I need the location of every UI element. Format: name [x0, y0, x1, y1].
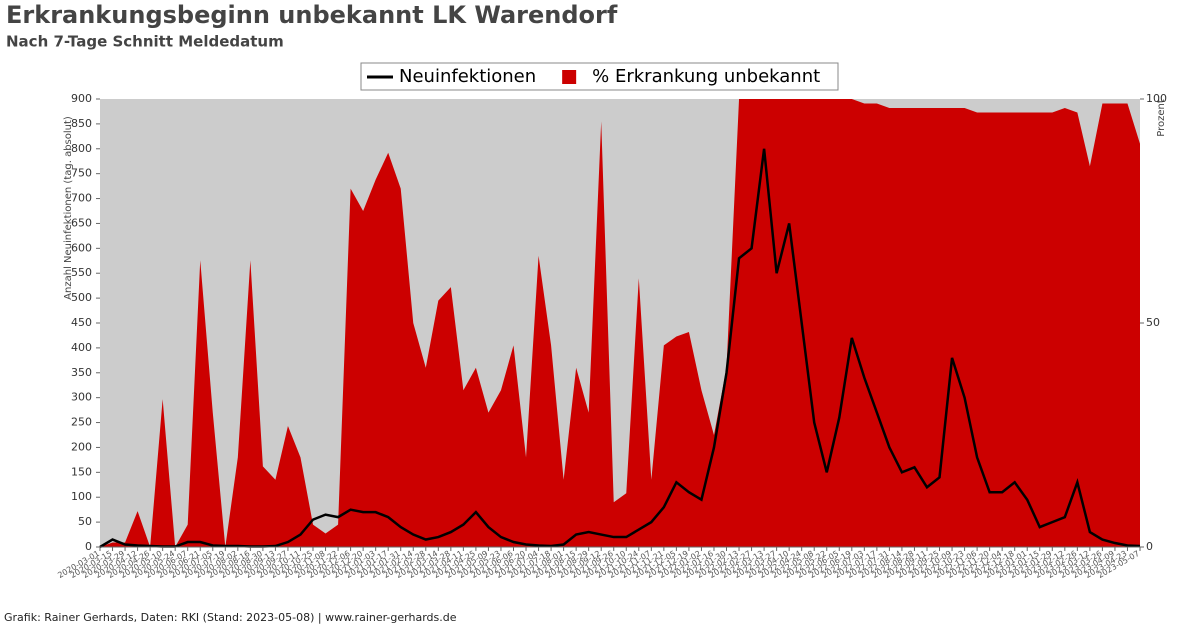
line — [99, 148, 1141, 549]
chart-title: Erkrankungsbeginn unbekannt LK Warendorf — [6, 1, 618, 29]
legend-box — [360, 62, 839, 91]
y-tick-label: 0 — [85, 540, 92, 553]
y-tick-label: 750 — [71, 167, 92, 180]
area — [100, 99, 1140, 547]
y-tick-label: 600 — [71, 241, 92, 254]
legend-swatch — [562, 70, 577, 84]
y-tick-label: 450 — [71, 316, 92, 329]
y-tick-label: 400 — [71, 341, 92, 354]
y-axis-label: Anzahl Neuinfektionen (tag. absolut) — [63, 116, 74, 300]
y-tick-label: 50 — [78, 515, 92, 528]
legend-label: Neuinfektionen — [399, 66, 536, 87]
y-tick-label: 100 — [71, 490, 92, 503]
y-tick-label: 850 — [71, 117, 92, 130]
y2-tick-label: 50 — [1146, 316, 1160, 329]
y-tick-label: 800 — [71, 142, 92, 155]
y-tick-label: 700 — [71, 192, 92, 205]
y-tick-label: 150 — [71, 465, 92, 478]
y-tick-label: 250 — [71, 416, 92, 429]
y2-tick-label: 100 — [1146, 92, 1167, 105]
y2-tick-label: 0 — [1146, 540, 1153, 553]
chart-subtitle: Nach 7-Tage Schnitt Meldedatum — [6, 33, 284, 51]
legend-label: % Erkrankung unbekannt — [592, 66, 820, 87]
y-tick-label: 300 — [71, 391, 92, 404]
y-tick-label: 200 — [71, 440, 92, 453]
y-tick-label: 500 — [71, 291, 92, 304]
footer: Grafik: Rainer Gerhards, Daten: RKI (Sta… — [4, 611, 457, 624]
y-tick-label: 650 — [71, 216, 92, 229]
y-tick-label: 350 — [71, 366, 92, 379]
y-tick-label: 900 — [71, 92, 92, 105]
y2-axis-label: Prozent — [1156, 99, 1167, 137]
y-tick-label: 550 — [71, 266, 92, 279]
